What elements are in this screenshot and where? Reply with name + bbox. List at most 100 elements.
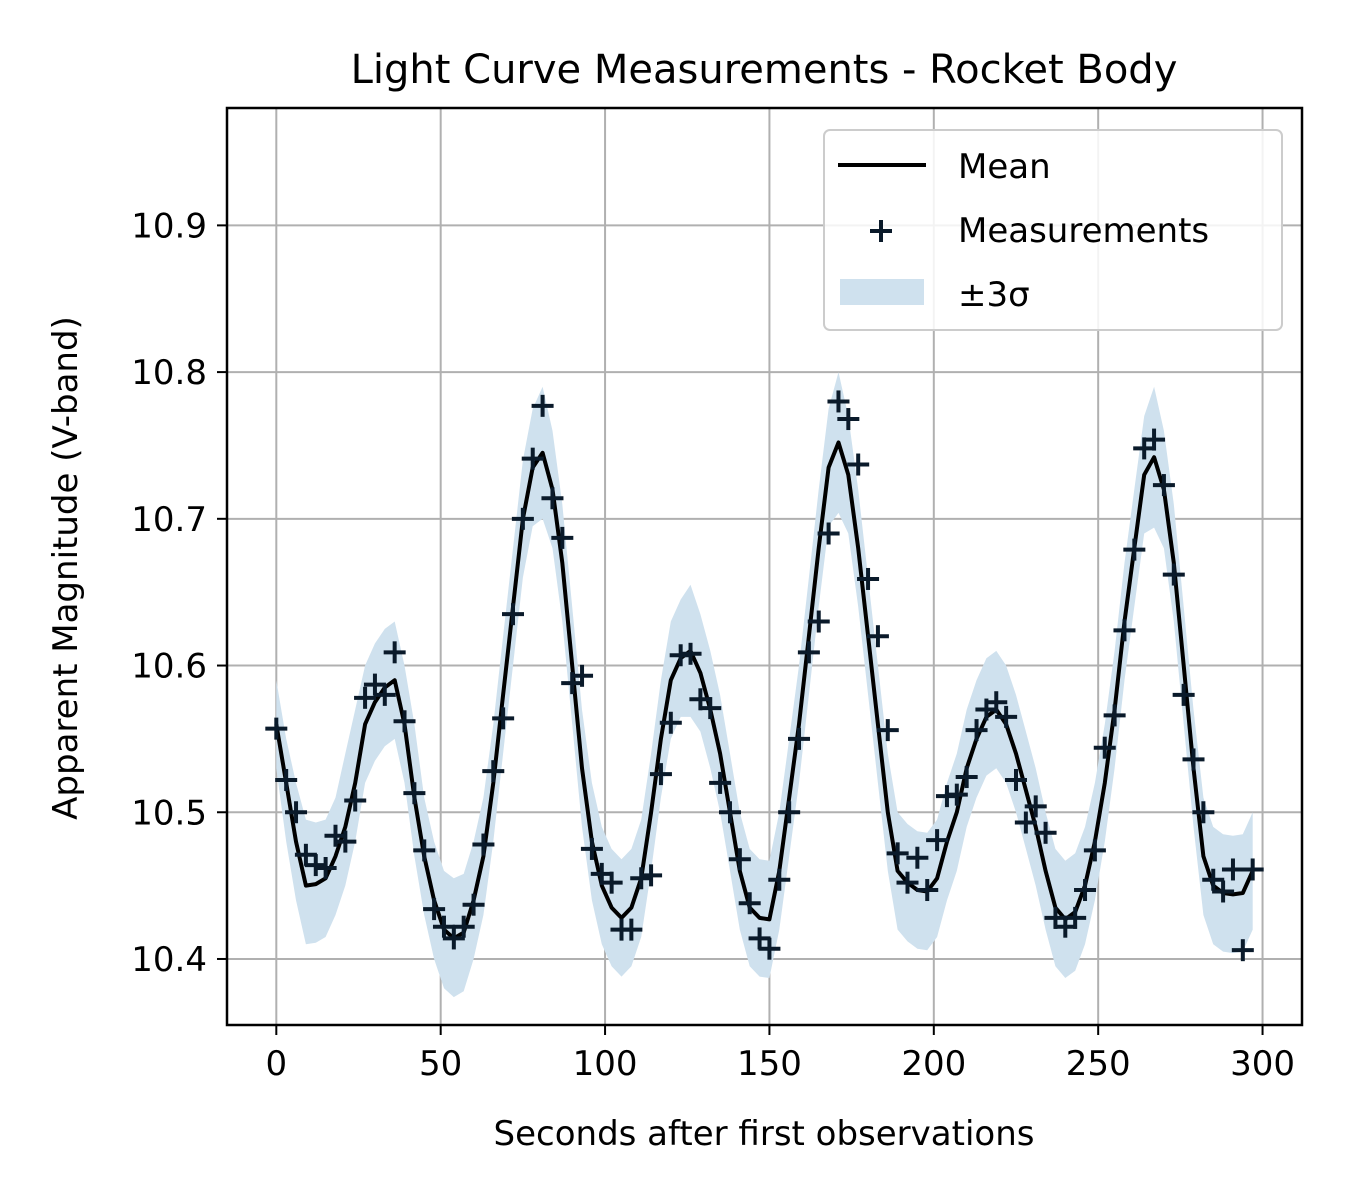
measurement-point [1172,683,1195,706]
measurement-point [393,710,416,733]
measurement-point [383,641,406,664]
measurement-point [482,760,505,783]
measurement-point [1162,563,1185,586]
measurement-point [551,526,574,549]
mean-line-layer [274,440,1255,941]
measurement-point [1074,879,1097,902]
measurement-point [502,603,525,626]
measurement-point [718,801,741,824]
measurement-point [492,707,515,730]
measurement-point [886,842,909,865]
measurement-point [620,918,643,941]
measurement-point [659,711,682,734]
axis-ticks: 0 50 100 150 200 250 300 10.4 10.5 10.6 10.7 10.8 10… [131,206,1295,1084]
measurement-point [462,893,485,916]
measurement-point [1123,538,1146,561]
x-tick-label: 0 [265,1044,287,1084]
measurement-point [294,843,317,866]
legend-mean-label: Mean [958,147,1051,187]
measurement-point [1241,858,1264,881]
measurement-point [807,610,830,633]
y-tick-label: 10.5 [131,793,207,833]
measurement-point [1221,858,1244,881]
y-tick-label: 10.4 [131,940,207,980]
x-tick-label: 150 [737,1044,802,1084]
measurement-point [1192,801,1215,824]
measurement-point [866,625,889,648]
measurement-point [452,915,475,938]
measurement-point [541,487,564,510]
measurement-point [1182,748,1205,771]
measurement-point [580,837,603,860]
measurement-point [926,829,949,852]
y-tick-label: 10.7 [131,500,207,540]
measurement-point [1231,939,1254,962]
measurement-point [334,830,357,853]
measurement-point [403,782,426,805]
measurement-point [413,839,436,862]
measurement-point [995,705,1018,728]
measurement-point [1152,474,1175,497]
measurement-point [768,868,791,891]
measurement-point [679,642,702,665]
measurement-point [916,879,939,902]
x-tick-label: 200 [901,1044,966,1084]
measurement-point [432,915,455,938]
x-axis-label: Seconds after first observations [494,1114,1035,1154]
legend-band-swatch [840,279,924,305]
measurement-point [373,683,396,706]
measurement-point [817,522,840,545]
x-tick-label: 300 [1230,1044,1295,1084]
measurement-point [423,898,446,921]
measurement-point [985,691,1008,714]
measurement-point [788,727,811,750]
measurement-point [1014,811,1037,834]
measurement-point [1143,428,1166,451]
measurement-point [571,664,594,687]
measurement-point [1212,880,1235,903]
measurement-point [738,892,761,915]
measurement-point [758,937,781,960]
measurement-point [955,766,978,789]
measurement-point [649,763,672,786]
measurement-point [640,864,663,887]
y-axis-label: Apparent Magnitude (V-band) [46,316,86,820]
measurement-point [472,833,495,856]
y-tick-label: 10.9 [131,206,207,246]
measurement-point [1024,795,1047,818]
measurement-point [363,673,386,696]
measurement-point [314,857,337,880]
measurement-point [778,801,801,824]
x-tick-label: 100 [573,1044,638,1084]
measurement-point [1083,839,1106,862]
measurement-point [275,768,298,791]
measurement-point [265,717,288,740]
measurement-point [304,854,327,877]
measurement-point [442,927,465,950]
measurement-point [1202,868,1225,891]
plot-frame [225,106,1304,1027]
legend-band-label: ±3σ [958,275,1030,315]
measurement-point [906,846,929,869]
measurement-point [847,453,870,476]
measurement-point [344,789,367,812]
measurement-point [630,867,653,890]
measurement-point [1034,821,1057,844]
mean-line [274,440,1255,941]
measurement-point [285,801,308,824]
legend-measurements-label: Measurements [958,211,1209,251]
y-tick-label: 10.8 [131,353,207,393]
measurement-point [354,686,377,709]
measurement-point [1093,736,1116,759]
measurement-point [1113,619,1136,642]
measurement-point [797,641,820,664]
measurement-point [837,408,860,431]
measurement-point [1004,768,1027,791]
measurement-point [748,927,771,950]
y-tick-label: 10.6 [131,647,207,687]
measurement-point [511,507,534,530]
legend-box [823,129,1283,331]
measurement-point [1103,704,1126,727]
measurement-point [876,719,899,742]
